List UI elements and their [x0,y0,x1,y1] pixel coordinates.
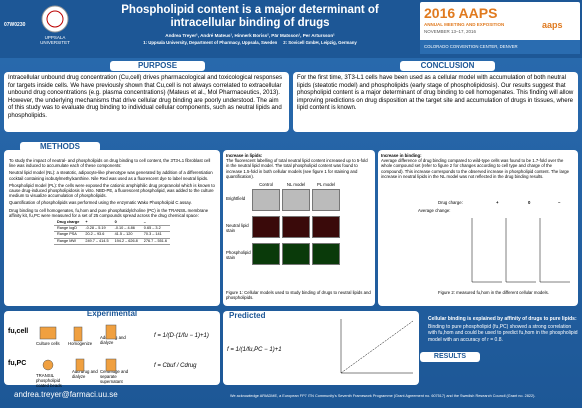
figure-1: Control NL model PL model Brightfield Neutra… [226,182,372,277]
micrograph [282,216,310,238]
table-cell: 70.3 – 141 [140,231,171,239]
svg-text:f = Cbuf / Cdrug: f = Cbuf / Cdrug [154,363,197,369]
purpose-text: Intracellular unbound drug concentration… [4,72,289,132]
conclusion-heading: CONCLUSION [400,61,495,71]
workflow-icons: f = 1/(D·(1/fu − 1)+1) f = Cbuf / Cdrug [39,324,209,372]
title: Phospholipid content is a major determin… [121,4,379,29]
range-table: Drug charge +0– Range logD -0.28 – 5.19 -0.1… [53,220,171,245]
authors: Andrea Treyer¹, André Mateus¹, Hinnerk B… [165,33,335,38]
meeting-subtitle: ANNUAL MEETING AND EXPOSITION [424,22,505,27]
step: Centrifuge and separate supernatant [100,369,129,385]
table-row: Range logD -0.28 – 5.19 -0.10 – 4.86 0.65 –… [53,225,171,233]
column-label: PL model [317,182,335,187]
table-cell: 41.5 – 120 [111,231,141,239]
micrograph [252,243,280,265]
row-label: Neutral lipid stain [226,223,249,234]
results-heading: RESULTS [420,352,480,362]
experimental-box: Experimental fu,cell fu,PC Culture cells… [4,309,220,388]
svg-text:f = 1/(1/fu,PC − 1)+1: f = 1/(1/fu,PC − 1)+1 [227,347,282,353]
step: Culture cells [36,341,60,346]
table-header: – [140,220,171,227]
change-label: Average change: [418,208,451,213]
table-cell: 249.7 – 414.5 [82,238,112,245]
table-cell: Range PSA [53,231,83,239]
charge-label: Drug charge: [438,200,463,205]
figure-3-axes [340,319,414,374]
acknowledgement: We acknowledge ARIADME, a European FP7 I… [230,394,536,398]
predicted-box: Predicted f = 1/(1/fu,PC − 1)+1 [223,311,419,385]
svg-text:f = 1/(D·(1/fu − 1)+1): f = 1/(D·(1/fu − 1)+1) [154,333,209,339]
binding-heading: Increase in binding: [381,153,422,158]
fu-pc-label: fu,PC [8,360,27,367]
meeting-venue: COLORADO CONVENTION CENTER, DENVER [420,40,580,54]
step: Add drug and dialyze [72,369,98,380]
micrograph [252,189,280,211]
charge: + [496,200,499,205]
table-cell: -0.28 – 5.19 [82,225,112,233]
column-label: Control [259,182,273,187]
step: Homogenize [68,341,93,346]
predicted-text-block: Cellular binding is explained by affinit… [428,316,578,345]
methods-paragraph: Drug binding to cell homogenates, fu,hom… [9,207,209,218]
methods-heading: METHODS [20,142,100,152]
table-header: + [82,220,112,227]
logo [41,5,69,33]
poster-id: 07W0230 [4,22,26,28]
lipids-heading: Increase in lipids: [226,153,263,158]
email: andrea.treyer@farmaci.uu.se [14,390,118,399]
table-cell: Range logD [53,225,83,233]
meeting-logo: 2016 AAPS ANNUAL MEETING AND EXPOSITION … [420,2,580,54]
micrograph [312,216,340,238]
fu-cell-label: fu,cell [8,328,29,335]
equation-icon: f = 1/(1/fu,PC − 1)+1 [227,347,282,353]
column-label: NL model [286,182,306,187]
university: UPPSALA UNIVERSITET [40,35,70,45]
conclusion-text: For the first time, 3T3-L1 cells have be… [293,72,578,132]
experimental-heading: Experimental [86,309,138,318]
charge: 0 [528,200,531,205]
micrograph [282,189,310,211]
table-cell: Range MW [53,238,83,245]
predicted-text: Binding to pure phospholipid (fu,PC) sho… [428,324,578,343]
charge: – [558,200,561,205]
predicted-heading: Predicted [229,311,266,320]
figure-2-axes [471,218,570,283]
micrograph [312,189,340,211]
table-row: Drug charge +0– [53,220,171,227]
table-header: 0 [111,220,141,227]
micrograph [252,216,280,238]
methods-paragraph: Phospholipid model (PL): the cells were … [9,182,215,199]
affiliations: 1: Uppsala University, Department of Pha… [143,40,357,45]
row-label: Phospholipid stain [226,250,251,261]
binding-text: Average difference of drug binding compa… [381,158,570,179]
binding-box: Increase in binding: Average difference … [378,150,578,306]
methods-paragraph: Neutral lipid model (NL): a steatotic, a… [9,170,213,181]
table-header: Drug charge [53,220,83,227]
figure-2-caption: Figure 2: measured fu,hom in the differe… [438,290,549,295]
table-row: Range PSA 20.2 – 93.6 41.5 – 120 70.3 – 141 [53,231,171,239]
table-cell: 276.7 – 551.6 [140,238,171,245]
meeting-brand: aaps [542,20,563,30]
meeting-dates: NOVEMBER 13–17, 2016 [424,29,477,34]
micrograph [282,243,310,265]
table-cell: -0.10 – 4.86 [111,225,141,233]
methods-paragraph: To study the impact of neutral- and phos… [9,158,211,169]
methods-paragraph: Quantification of phospholipids was perf… [9,200,192,206]
step: TRANSIL phospholipid coated beads [36,373,62,389]
table-cell: 194.2 – 626.8 [111,238,141,245]
predicted-statement: Cellular binding is explained by affinit… [428,316,577,322]
table-row: Range MW 249.7 – 414.5 194.2 – 626.8 276.7 … [53,238,171,245]
purpose-heading: PURPOSE [110,61,205,71]
lipids-box: Increase in lipids: The fluorescent labe… [223,150,375,306]
table-cell: 0.65 – 3.2 [140,225,171,233]
lipids-text: The fluorescent labelling of total neutr… [226,158,368,179]
micrograph [312,243,340,265]
methods-box: To study the impact of neutral- and phos… [4,150,220,306]
row-label: Brightfield [226,196,246,201]
table-cell: 20.2 – 93.6 [82,231,112,239]
meeting-name: 2016 AAPS [424,5,498,21]
figure-1-caption: Figure 1: Cellular models used to study … [226,290,371,301]
